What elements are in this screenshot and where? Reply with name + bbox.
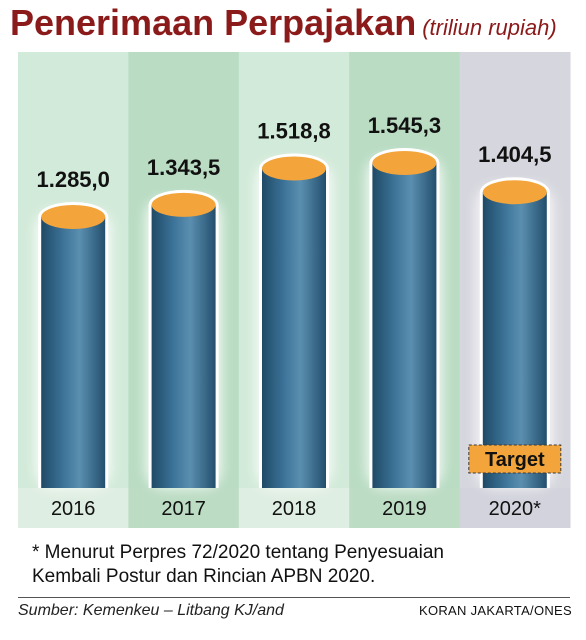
value-label: 1.285,0 — [36, 167, 109, 192]
x-tick-label: 2018 — [272, 498, 317, 520]
footer-divider — [18, 597, 570, 598]
chart-title: Penerimaan Perpajakan (triliun rupiah) — [10, 2, 557, 44]
year-strip — [349, 488, 461, 528]
bar-top — [262, 156, 326, 181]
tax-revenue-chart: 1.285,0 1.343,5 1.518,8 1.545,3 1.404,5 Targe… — [18, 52, 571, 528]
bar — [372, 163, 437, 488]
value-label: 1.404,5 — [478, 142, 551, 167]
source-credit: Sumber: Kemenkeu – Litbang KJ/and — [18, 602, 284, 619]
value-label: 1.545,3 — [368, 113, 441, 138]
x-tick-label: 2019 — [382, 498, 427, 520]
x-tick-label: 2016 — [51, 498, 96, 520]
footnote: * Menurut Perpres 72/2020 tentang Penyes… — [32, 541, 572, 589]
target-badge — [468, 444, 562, 474]
bar-top — [372, 151, 437, 175]
bar — [151, 204, 216, 488]
value-label: 1.518,8 — [257, 118, 330, 143]
unit-label: (triliun rupiah) — [422, 15, 557, 40]
bar — [41, 217, 106, 488]
x-tick-label: 2020* — [489, 498, 541, 520]
year-strip — [459, 488, 571, 528]
year-strip — [128, 488, 240, 528]
x-tick-label: 2017 — [161, 498, 206, 520]
publisher-credit: KORAN JAKARTA/ONES — [418, 603, 572, 618]
footnote-line-2: Kembali Postur dan Rincian APBN 2020. — [32, 566, 376, 587]
bar — [262, 168, 326, 488]
target-label: Target — [485, 449, 545, 471]
year-strip — [238, 488, 350, 528]
bar-top — [482, 180, 547, 205]
value-label: 1.343,5 — [147, 155, 220, 180]
bar — [482, 192, 547, 488]
bar-top — [41, 205, 106, 229]
year-strip — [18, 488, 129, 528]
bar-top — [151, 192, 216, 217]
footnote-line-1: * Menurut Perpres 72/2020 tentang Penyes… — [32, 542, 444, 563]
title-text: Penerimaan Perpajakan — [10, 2, 417, 43]
